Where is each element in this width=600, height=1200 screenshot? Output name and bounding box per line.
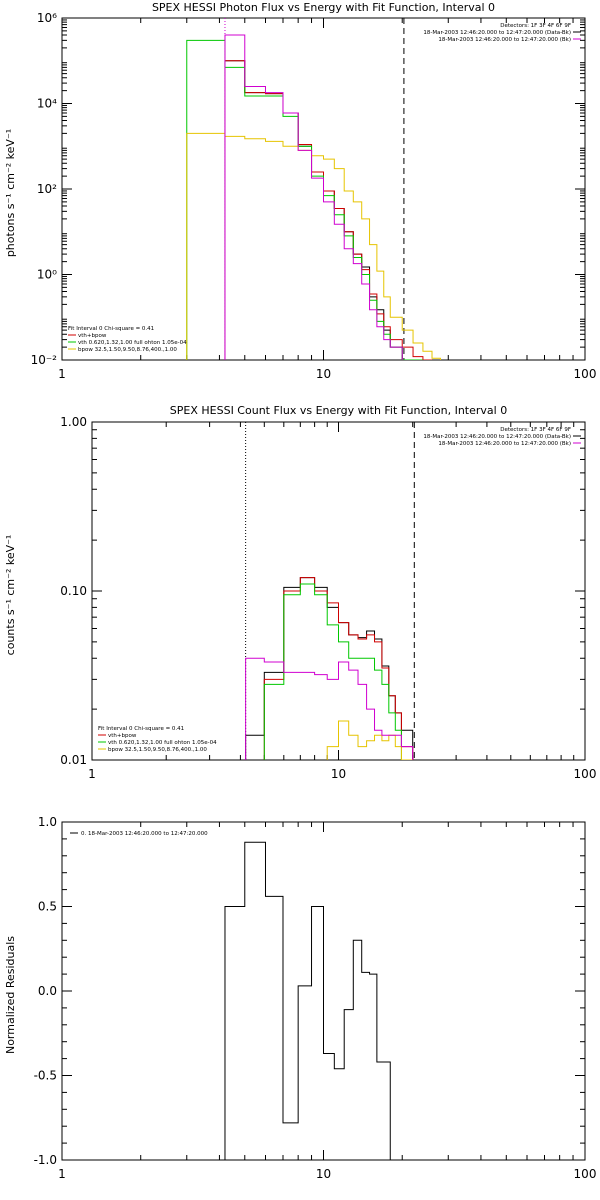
y-tick-label: -0.5 [34, 1069, 57, 1083]
y-tick-label: 10² [37, 182, 57, 196]
legend-bottom-entry: vth+bpow [108, 733, 137, 739]
y-axis-label: photons s⁻¹ cm⁻² keV⁻¹ [4, 129, 17, 257]
legend-bottom-entry: Fit Interval 0 Chi-square = 0.41 [68, 326, 154, 332]
series-line-data [224, 841, 403, 1160]
residual-legend-entry: 0. 18-Mar-2003 12:46:20.000 to 12:47:20.… [81, 831, 208, 837]
y-tick-label: 0.0 [38, 984, 57, 998]
series-line-bpow [186, 132, 441, 360]
series-line-fit_total [224, 60, 433, 360]
y-tick-label: 0.5 [38, 900, 57, 914]
series-line-vth [263, 583, 413, 760]
legend-bottom-entry: Fit Interval 0 Chi-square = 0.41 [98, 726, 184, 732]
legend-top-entry: 18-Mar-2003 12:46:20.000 to 12:47:20.000… [438, 441, 571, 447]
series-line-data [224, 60, 403, 360]
series-line-background [224, 34, 403, 360]
series-group [224, 841, 403, 1160]
legend-top-entry: Detectors: 1F 3F 4F 6F 9F [500, 427, 571, 433]
series-line-fit_total [263, 577, 414, 760]
y-tick-label: 0.10 [60, 584, 87, 598]
legend-top-entry: 18-Mar-2003 12:46:20.000 to 12:47:20.000… [423, 434, 571, 440]
y-tick-label: 1.00 [60, 415, 87, 429]
chart-panel-2: SPEX HESSI Count Flux vs Energy with Fit… [4, 404, 596, 781]
y-tick-label: 10⁶ [37, 11, 57, 25]
y-tick-label: 0.01 [60, 753, 87, 767]
chart-title: SPEX HESSI Photon Flux vs Energy with Fi… [152, 1, 495, 14]
legend-top-entry: 18-Mar-2003 12:46:20.000 to 12:47:20.000… [423, 30, 571, 36]
x-tick-label: 10 [316, 1167, 331, 1181]
y-axis-label: Normalized Residuals [4, 936, 17, 1054]
y-tick-label: 10⁻² [31, 353, 58, 367]
chart-title: SPEX HESSI Count Flux vs Energy with Fit… [170, 404, 507, 417]
legend-bottom-entry: bpow 32.5,1.50,9.50,8.76,400.,1.00 [108, 747, 207, 753]
legend-top-entry: 18-Mar-2003 12:46:20.000 to 12:47:20.000… [438, 37, 571, 43]
legend-bottom-entry: vth 0.620,1.32,1.00 full ohton 1.05e-04 [108, 740, 217, 746]
x-tick-label: 100 [574, 367, 597, 381]
x-tick-label: 10 [316, 367, 331, 381]
y-axis-label: counts s⁻¹ cm⁻² keV⁻¹ [4, 535, 17, 656]
x-tick-label: 100 [574, 767, 597, 781]
plot-frame [91, 421, 586, 761]
x-tick-label: 1 [88, 767, 96, 781]
series-line-background [245, 657, 414, 760]
series-line-vth [186, 39, 423, 360]
y-tick-label: 10⁴ [37, 97, 57, 111]
x-tick-label: 1 [58, 367, 66, 381]
x-tick-label: 10 [331, 767, 346, 781]
y-tick-label: 10⁰ [37, 268, 57, 282]
chart-panel-1: SPEX HESSI Photon Flux vs Energy with Fi… [4, 1, 596, 381]
y-tick-label: 1.0 [38, 815, 57, 829]
legend-bottom-entry: bpow 32.5,1.50,9.50,8.76,400.,1.00 [78, 347, 177, 353]
series-line-bpow [326, 720, 413, 760]
x-tick-label: 100 [574, 1167, 597, 1181]
y-tick-label: -1.0 [34, 1153, 57, 1167]
legend-top-entry: Detectors: 1F 3F 4F 6F 9F [500, 23, 571, 29]
chart-panel-3: Normalized Residuals 1 10 100 -1.0 -0.5 0.0 0.5… [4, 815, 596, 1181]
x-tick-label: 1 [58, 1167, 66, 1181]
series-group [186, 34, 441, 360]
legend-bottom-entry: vth+bpow [78, 333, 107, 339]
legend-bottom-entry: vth 0.620,1.32,1.00 full ohton 1.05e-04 [78, 340, 187, 346]
series-group [245, 577, 414, 760]
series-line-data [245, 577, 414, 760]
